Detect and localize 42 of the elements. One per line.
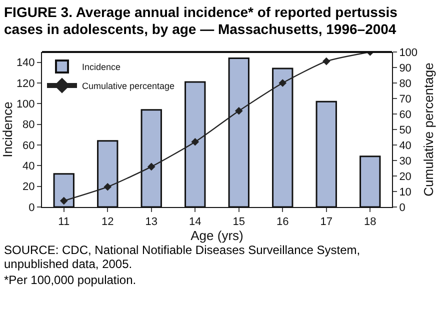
y2-tick-label: 30 xyxy=(399,155,412,168)
point xyxy=(191,138,200,146)
point xyxy=(147,162,156,171)
y2-tick-label: 40 xyxy=(399,140,412,152)
y-tick-label: 40 xyxy=(22,160,35,173)
y2-tick-label: 0 xyxy=(399,202,406,214)
y2-tick-label: 80 xyxy=(399,78,412,90)
y2-tick-label: 50 xyxy=(399,124,412,136)
y-tick-label: 80 xyxy=(22,119,35,132)
point xyxy=(322,57,330,66)
x-tick-label: 12 xyxy=(102,216,114,228)
y2-tick-label: 20 xyxy=(399,170,412,183)
x-tick-label: 17 xyxy=(320,216,333,228)
y-tick-label: 120 xyxy=(16,78,35,90)
legend-label: Cumulative percentage xyxy=(82,81,175,92)
point xyxy=(278,79,287,87)
text: *Per 100,000 population. xyxy=(4,273,138,287)
y2-tick-label: 90 xyxy=(399,62,412,74)
x-axis-title: Age (yrs) xyxy=(190,228,244,243)
x-tick-label: 18 xyxy=(364,216,376,228)
y-tick-label: 100 xyxy=(16,98,35,111)
x-tick-label: 11 xyxy=(58,216,70,228)
source-note: SOURCE: CDC, National Notifiable Diseases Surveillance System, unpublished data, 2005. xyxy=(4,243,362,271)
x-tick-label: 15 xyxy=(232,216,246,228)
point xyxy=(104,182,112,191)
y-tick-label: 0 xyxy=(28,202,35,214)
x-tick-label: 14 xyxy=(189,216,202,228)
legend-label: Incidence xyxy=(82,62,121,72)
y2-tick-label: 70 xyxy=(399,93,412,106)
y-tick-label: 20 xyxy=(22,181,35,194)
point xyxy=(234,107,243,115)
y-tick-label: 140 xyxy=(16,57,35,70)
y-axis-title: Incidence xyxy=(0,102,15,158)
x-tick-label: 16 xyxy=(276,216,289,228)
chart-title: FIGURE 3. Average annual incidence* of reported pertussis cases in adolescents, by age — Massachusetts, 1996–2004 xyxy=(3,3,398,38)
point xyxy=(60,196,68,205)
y2-tick-label: 100 xyxy=(399,46,418,59)
y2-tick-label: 10 xyxy=(399,186,412,198)
y-tick-label: 60 xyxy=(22,140,35,152)
y2-axis-title: Cumulative percentage xyxy=(421,62,436,196)
y2-tick-label: 60 xyxy=(399,108,412,121)
x-tick-label: 13 xyxy=(145,216,158,228)
